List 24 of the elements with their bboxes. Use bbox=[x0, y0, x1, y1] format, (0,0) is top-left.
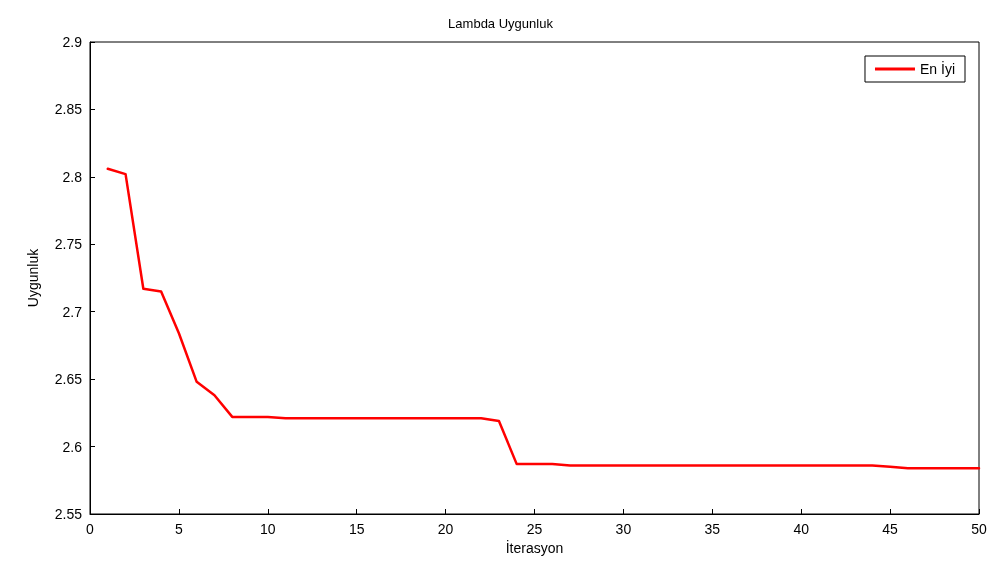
y-tick-label: 2.65 bbox=[54, 371, 83, 388]
x-tick-label: 35 bbox=[704, 521, 721, 537]
y-tick-label: 2.75 bbox=[54, 236, 83, 253]
x-tick-label: 40 bbox=[793, 521, 810, 537]
x-tick-label: 45 bbox=[882, 521, 899, 537]
y-tick-label: 2.8 bbox=[62, 168, 83, 185]
y-tick-label: 2.9 bbox=[62, 34, 83, 50]
x-tick-label: 0 bbox=[86, 521, 95, 537]
y-tick-label: 2.55 bbox=[54, 506, 83, 522]
x-tick-label: 5 bbox=[175, 521, 183, 537]
y-axis-title: Uygunluk bbox=[25, 247, 41, 308]
x-tick-label: 20 bbox=[437, 521, 454, 537]
x-axis-title: İterasyon bbox=[505, 538, 564, 556]
legend-label: En İyi bbox=[919, 60, 955, 77]
x-tick-label: 30 bbox=[615, 521, 632, 537]
y-tick-label: 2.85 bbox=[54, 101, 83, 118]
y-tick-label: 2.7 bbox=[62, 303, 83, 320]
y-tick-label: 2.6 bbox=[62, 438, 83, 455]
line-series bbox=[106, 167, 981, 470]
x-tick-label: 15 bbox=[348, 521, 365, 537]
chart-title: Lambda Uygunluk bbox=[448, 16, 554, 31]
x-tick-label: 25 bbox=[526, 521, 543, 537]
x-tick-label: 50 bbox=[971, 521, 987, 537]
x-tick-label: 10 bbox=[260, 521, 276, 537]
